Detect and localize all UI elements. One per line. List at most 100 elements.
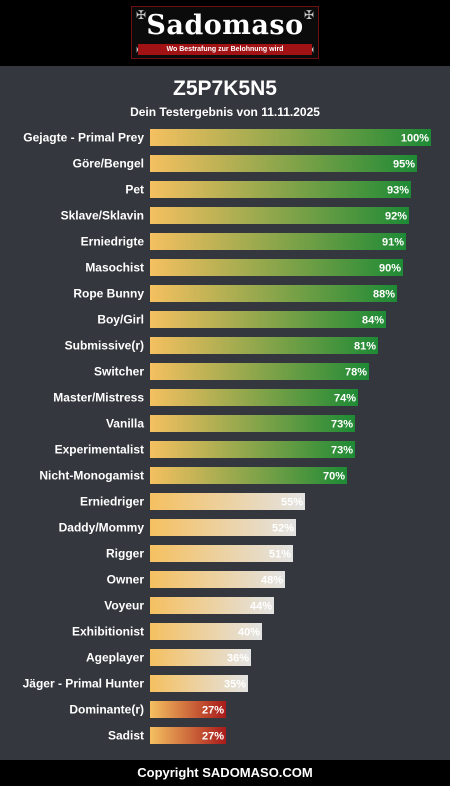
chart-row: Exhibitionist 40% [72,623,262,640]
chart-row: Daddy/Mommy 52% [59,519,296,536]
bar [150,181,411,198]
category-label: Boy/Girl [97,313,144,327]
category-label: Submissive(r) [65,339,144,353]
footer: Copyright SADOMASO.COM [0,760,450,786]
category-label: Master/Mistress [53,391,144,405]
chart-row: Rigger 51% [106,545,293,562]
chart-row: Gejagte - Primal Prey 100% [23,129,431,146]
category-label: Rope Bunny [73,287,144,301]
bar [150,623,262,640]
chart-row: Ageplayer 36% [86,649,251,666]
chart-row: Göre/Bengel 95% [73,155,417,172]
bar [150,467,347,484]
bar [150,415,355,432]
bar [150,389,358,406]
category-label: Ageplayer [86,651,144,665]
value-label: 84% [362,315,384,327]
value-label: 81% [354,341,376,353]
category-label: Exhibitionist [72,625,144,639]
category-label: Göre/Bengel [73,157,144,171]
corner-ornament-icon: ✠ [135,8,147,22]
bar [150,233,406,250]
chart-row: Master/Mistress 74% [53,389,358,406]
value-label: 73% [331,419,353,431]
chart-row: Owner 48% [107,571,285,588]
header: ✠ ✠ ✠ ✠ Sadomaso Wo Bestrafung zur Beloh… [0,0,450,66]
bar [150,493,305,510]
chart-row: Nicht-Monogamist 70% [39,467,347,484]
category-label: Pet [125,183,144,197]
chart-row: Switcher 78% [94,363,369,380]
bar [150,285,397,302]
value-label: 40% [238,627,260,639]
bar [150,363,369,380]
value-label: 70% [323,471,345,483]
bar [150,727,226,744]
chart-row: Boy/Girl 84% [97,311,386,328]
chart-row: Submissive(r) 81% [65,337,378,354]
value-label: 91% [382,237,404,249]
logo-wordmark: Sadomaso [146,10,304,41]
value-label: 74% [334,393,356,405]
site-logo[interactable]: ✠ ✠ ✠ ✠ Sadomaso Wo Bestrafung zur Beloh… [131,6,319,59]
bar [150,311,386,328]
chart-row: Erniedriger 55% [80,493,305,510]
value-label: 78% [345,367,367,379]
bar [150,545,293,562]
category-label: Vanilla [106,417,144,431]
chart-row: Vanilla 73% [106,415,355,432]
logo-tagline: Wo Bestrafung zur Belohnung wird [138,44,312,55]
value-label: 27% [202,705,224,717]
result-title: Z5P7K5N5 [173,77,277,100]
category-label: Erniedriger [80,495,144,509]
category-label: Dominante(r) [69,703,144,717]
bar [150,675,248,692]
value-label: 55% [281,497,303,509]
category-label: Owner [107,573,145,587]
chart-row: Jäger - Primal Hunter 35% [23,675,248,692]
category-label: Experimentalist [55,443,144,457]
value-label: 100% [401,133,429,145]
category-label: Erniedrigte [81,235,145,249]
category-label: Rigger [106,547,144,561]
value-label: 95% [393,159,415,171]
value-label: 88% [373,289,395,301]
result-subtitle: Dein Testergebnis von 11.11.2025 [130,105,320,119]
bar [150,337,378,354]
chart-row: Voyeur 44% [104,597,274,614]
value-label: 48% [261,575,283,587]
bar [150,597,274,614]
bar [150,259,403,276]
value-label: 44% [250,601,272,613]
category-label: Sklave/Sklavin [61,209,144,223]
category-label: Gejagte - Primal Prey [23,131,144,145]
value-label: 73% [331,445,353,457]
category-label: Voyeur [104,599,144,613]
chart-row: Masochist 90% [85,259,403,276]
bar [150,649,251,666]
category-label: Daddy/Mommy [59,521,145,535]
bar [150,701,226,718]
value-label: 52% [272,523,294,535]
value-label: 90% [379,263,401,275]
value-label: 27% [202,731,224,743]
chart-row: Pet 93% [125,181,411,198]
value-label: 35% [224,679,246,691]
chart-row: Experimentalist 73% [55,441,355,458]
value-label: 51% [269,549,291,561]
bar [150,519,296,536]
bar [150,571,285,588]
chart-row: Sklave/Sklavin 92% [61,207,409,224]
bar [150,129,431,146]
category-label: Nicht-Monogamist [39,469,144,483]
footer-copyright[interactable]: Copyright SADOMASO.COM [137,765,313,780]
chart-row: Rope Bunny 88% [73,285,397,302]
bar [150,155,417,172]
category-label: Jäger - Primal Hunter [23,677,145,691]
value-label: 93% [387,185,409,197]
value-label: 92% [385,211,407,223]
chart-row: Dominante(r) 27% [69,701,226,718]
category-label: Sadist [108,729,144,743]
corner-ornament-icon: ✠ [303,8,315,22]
